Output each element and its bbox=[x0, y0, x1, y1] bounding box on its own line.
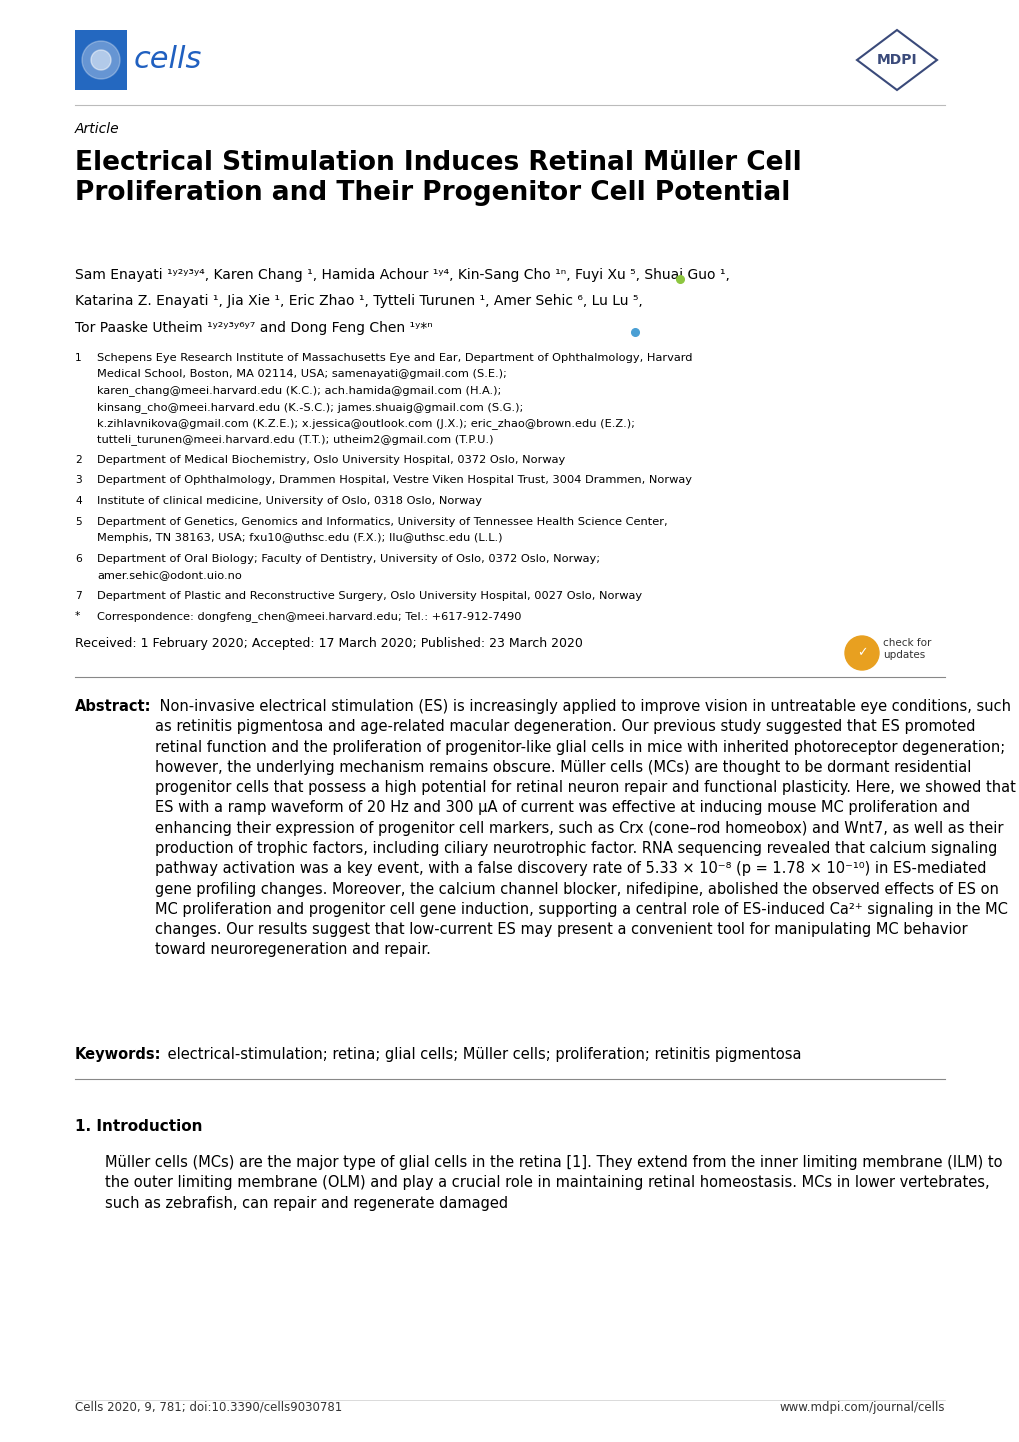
Text: 6: 6 bbox=[75, 554, 82, 564]
Text: Sam Enayati ¹ʸ²ʸ³ʸ⁴, Karen Chang ¹, Hamida Achour ¹ʸ⁴, Kin-Sang Cho ¹ⁿ, Fuyi Xu : Sam Enayati ¹ʸ²ʸ³ʸ⁴, Karen Chang ¹, Hami… bbox=[75, 268, 730, 283]
Text: MDPI: MDPI bbox=[875, 53, 916, 66]
Text: k.zihlavnikova@gmail.com (K.Z.E.); x.jessica@outlook.com (J.X.); eric_zhao@brown: k.zihlavnikova@gmail.com (K.Z.E.); x.jes… bbox=[97, 418, 635, 428]
Text: www.mdpi.com/journal/cells: www.mdpi.com/journal/cells bbox=[779, 1402, 944, 1415]
Text: electrical-stimulation; retina; glial cells; Müller cells; proliferation; retini: electrical-stimulation; retina; glial ce… bbox=[163, 1047, 801, 1061]
Text: 1. Introduction: 1. Introduction bbox=[75, 1119, 203, 1133]
Text: Medical School, Boston, MA 02114, USA; samenayati@gmail.com (S.E.);: Medical School, Boston, MA 02114, USA; s… bbox=[97, 369, 506, 379]
Circle shape bbox=[844, 636, 878, 671]
Text: Keywords:: Keywords: bbox=[75, 1047, 161, 1061]
Text: Schepens Eye Research Institute of Massachusetts Eye and Ear, Department of Opht: Schepens Eye Research Institute of Massa… bbox=[97, 353, 692, 363]
Text: 7: 7 bbox=[75, 591, 82, 601]
Text: Abstract:: Abstract: bbox=[75, 699, 152, 714]
Text: Department of Oral Biology; Faculty of Dentistry, University of Oslo, 0372 Oslo,: Department of Oral Biology; Faculty of D… bbox=[97, 554, 599, 564]
Text: Tor Paaske Utheim ¹ʸ²ʸ³ʸ⁶ʸ⁷ and Dong Feng Chen ¹ʸ*ⁿ: Tor Paaske Utheim ¹ʸ²ʸ³ʸ⁶ʸ⁷ and Dong Fen… bbox=[75, 322, 432, 335]
Text: 2: 2 bbox=[75, 454, 82, 464]
Text: Memphis, TN 38163, USA; fxu10@uthsc.edu (F.X.); llu@uthsc.edu (L.L.): Memphis, TN 38163, USA; fxu10@uthsc.edu … bbox=[97, 534, 502, 544]
Text: Electrical Stimulation Induces Retinal Müller Cell
Proliferation and Their Proge: Electrical Stimulation Induces Retinal M… bbox=[75, 150, 801, 206]
Text: 5: 5 bbox=[75, 516, 82, 526]
Text: ✓: ✓ bbox=[856, 646, 866, 659]
Text: Department of Plastic and Reconstructive Surgery, Oslo University Hospital, 0027: Department of Plastic and Reconstructive… bbox=[97, 591, 642, 601]
Circle shape bbox=[82, 40, 120, 79]
Text: Department of Genetics, Genomics and Informatics, University of Tennessee Health: Department of Genetics, Genomics and Inf… bbox=[97, 516, 667, 526]
Text: cells: cells bbox=[133, 46, 202, 75]
Text: Received: 1 February 2020; Accepted: 17 March 2020; Published: 23 March 2020: Received: 1 February 2020; Accepted: 17 … bbox=[75, 637, 582, 650]
Text: Article: Article bbox=[75, 123, 119, 136]
Text: Non-invasive electrical stimulation (ES) is increasingly applied to improve visi: Non-invasive electrical stimulation (ES)… bbox=[155, 699, 1015, 957]
Text: Cells 2020, 9, 781; doi:10.3390/cells9030781: Cells 2020, 9, 781; doi:10.3390/cells903… bbox=[75, 1402, 342, 1415]
Text: 4: 4 bbox=[75, 496, 82, 506]
Bar bbox=[75, 30, 127, 89]
Text: tutteli_turunen@meei.harvard.edu (T.T.); utheim2@gmail.com (T.P.U.): tutteli_turunen@meei.harvard.edu (T.T.);… bbox=[97, 434, 493, 446]
Text: amer.sehic@odont.uio.no: amer.sehic@odont.uio.no bbox=[97, 570, 242, 580]
Text: 3: 3 bbox=[75, 476, 82, 486]
Text: Müller cells (MCs) are the major type of glial cells in the retina [1]. They ext: Müller cells (MCs) are the major type of… bbox=[105, 1155, 1002, 1211]
Text: kinsang_cho@meei.harvard.edu (K.-S.C.); james.shuaig@gmail.com (S.G.);: kinsang_cho@meei.harvard.edu (K.-S.C.); … bbox=[97, 402, 523, 412]
Text: *: * bbox=[75, 611, 81, 622]
Text: Correspondence: dongfeng_chen@meei.harvard.edu; Tel.: +617-912-7490: Correspondence: dongfeng_chen@meei.harva… bbox=[97, 611, 521, 622]
Text: karen_chang@meei.harvard.edu (K.C.); ach.hamida@gmail.com (H.A.);: karen_chang@meei.harvard.edu (K.C.); ach… bbox=[97, 385, 501, 397]
Text: Department of Medical Biochemistry, Oslo University Hospital, 0372 Oslo, Norway: Department of Medical Biochemistry, Oslo… bbox=[97, 454, 565, 464]
Circle shape bbox=[91, 50, 111, 71]
Text: 1: 1 bbox=[75, 353, 82, 363]
Text: Department of Ophthalmology, Drammen Hospital, Vestre Viken Hospital Trust, 3004: Department of Ophthalmology, Drammen Hos… bbox=[97, 476, 691, 486]
Text: Institute of clinical medicine, University of Oslo, 0318 Oslo, Norway: Institute of clinical medicine, Universi… bbox=[97, 496, 482, 506]
Text: check for
updates: check for updates bbox=[882, 637, 930, 660]
Text: Katarina Z. Enayati ¹, Jia Xie ¹, Eric Zhao ¹, Tytteli Turunen ¹, Amer Sehic ⁶, : Katarina Z. Enayati ¹, Jia Xie ¹, Eric Z… bbox=[75, 294, 642, 309]
